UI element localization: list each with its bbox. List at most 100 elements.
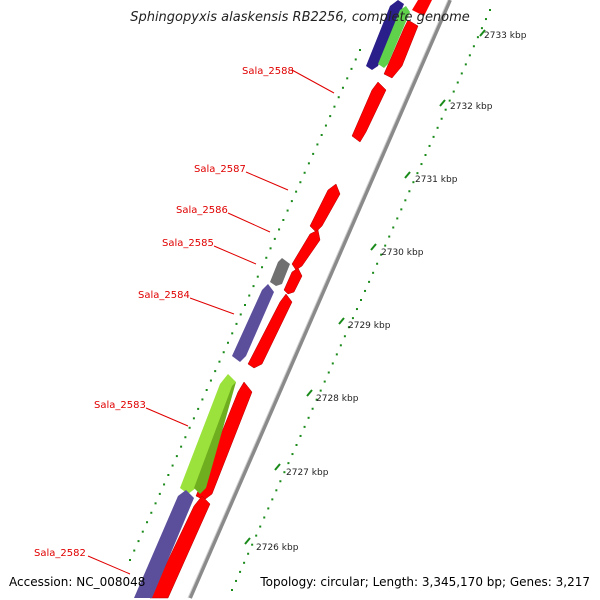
guide-dot xyxy=(256,275,259,278)
right-guide-dots xyxy=(231,9,491,591)
guide-dot xyxy=(464,63,467,66)
guide-dot xyxy=(351,317,354,320)
gene-reverse-purple-2[interactable] xyxy=(134,490,194,598)
guide-dot xyxy=(346,77,349,80)
gene-sala-2585[interactable] xyxy=(291,229,321,271)
guide-dot xyxy=(261,266,264,269)
kbp-scale: 2733 kbp 2732 kbp 2731 kbp 2730 kbp 2729… xyxy=(244,29,527,553)
gene-label[interactable]: Sala_2582 xyxy=(34,548,86,559)
gene-sala-2584[interactable] xyxy=(283,267,303,295)
guide-dot xyxy=(440,117,443,120)
guide-dot xyxy=(141,530,144,533)
topology-text: Topology: circular; Length: 3,345,170 bp… xyxy=(260,575,590,589)
guide-dot xyxy=(263,516,266,519)
guide-dot xyxy=(472,45,475,48)
guide-dot xyxy=(184,436,187,439)
guide-dot xyxy=(303,425,306,428)
guide-dot xyxy=(279,480,282,483)
guide-dot xyxy=(247,552,250,555)
guide-dot xyxy=(420,163,423,166)
gene-label[interactable]: Sala_2584 xyxy=(138,290,190,301)
kbp-tick-label: 2728 kbp xyxy=(316,394,359,404)
guide-dot xyxy=(376,262,379,265)
guide-dot xyxy=(129,559,131,561)
guide-dot xyxy=(372,271,375,274)
guide-dot xyxy=(337,96,340,99)
gene-label[interactable]: Sala_2583 xyxy=(94,400,146,411)
gene-sala-2584b[interactable] xyxy=(247,293,293,369)
gene-label[interactable]: Sala_2586 xyxy=(176,205,228,216)
guide-dot xyxy=(283,471,286,474)
gene-reverse-lime[interactable] xyxy=(180,374,236,494)
guide-dot xyxy=(388,235,391,238)
guide-dot xyxy=(354,58,357,61)
guide-dot xyxy=(248,294,251,297)
gene-top-green[interactable] xyxy=(378,6,410,68)
guide-dot xyxy=(319,389,322,392)
guide-dot xyxy=(384,244,387,247)
kbp-tick-label: 2731 kbp xyxy=(415,175,458,185)
gene-top-red[interactable] xyxy=(412,0,432,16)
guide-dot xyxy=(171,464,174,467)
guide-dot xyxy=(323,380,326,383)
guide-dot xyxy=(299,434,302,437)
guide-dot xyxy=(287,462,290,465)
gene-label[interactable]: Sala_2585 xyxy=(162,238,214,249)
guide-dot xyxy=(347,326,350,329)
kbp-tick-label: 2729 kbp xyxy=(348,321,391,331)
guide-dot xyxy=(408,190,411,193)
guide-dot xyxy=(188,426,191,429)
guide-dot xyxy=(484,18,487,21)
guide-dot xyxy=(327,371,330,374)
guide-dot xyxy=(295,444,298,446)
guide-dot xyxy=(460,72,463,75)
guide-dot xyxy=(307,416,310,419)
guide-dot xyxy=(315,398,318,401)
guide-dot xyxy=(205,389,208,391)
guide-dot xyxy=(146,521,149,524)
guide-dot xyxy=(324,124,327,127)
guide-dot xyxy=(307,162,310,165)
gene-label[interactable]: Sala_2588 xyxy=(242,66,294,77)
guide-dot xyxy=(424,154,427,156)
guide-dot xyxy=(235,579,238,582)
guide-dot xyxy=(339,344,342,347)
kbp-tick-label: 2732 kbp xyxy=(450,102,493,112)
guide-dot xyxy=(150,511,153,514)
gene-reverse-purple[interactable] xyxy=(232,284,274,362)
guide-dot xyxy=(428,144,431,147)
guide-dot xyxy=(282,219,285,221)
gene-sala-2588[interactable] xyxy=(383,19,419,79)
guide-dot xyxy=(311,407,314,410)
guide-dot xyxy=(343,335,346,338)
gene-sala-2582[interactable] xyxy=(149,495,211,599)
guide-dot xyxy=(163,483,166,486)
gene-sala-2586[interactable] xyxy=(309,183,341,233)
guide-dot xyxy=(335,353,338,356)
guide-dot xyxy=(333,105,336,108)
reverse-cds-track xyxy=(134,0,410,598)
guide-dot xyxy=(392,226,395,229)
guide-dot xyxy=(432,135,435,138)
guide-dot xyxy=(259,525,262,528)
guide-dot xyxy=(278,228,281,231)
guide-dot xyxy=(214,370,217,373)
guide-dot xyxy=(133,549,136,552)
guide-dot xyxy=(416,172,419,175)
guide-dot xyxy=(444,108,447,111)
guide-dot xyxy=(154,502,157,505)
gene-top-blue[interactable] xyxy=(366,0,404,70)
gene-sala-2587[interactable] xyxy=(351,81,387,143)
gene-rna-grey[interactable] xyxy=(270,258,290,286)
guide-dot xyxy=(368,280,371,283)
guide-dot xyxy=(331,362,334,365)
guide-dot xyxy=(350,67,353,70)
guide-dot xyxy=(158,492,161,495)
guide-dot xyxy=(239,570,242,573)
backbone-highlight xyxy=(187,0,449,599)
guide-dot xyxy=(295,190,298,193)
guide-dot xyxy=(267,507,270,510)
guide-dot xyxy=(180,445,183,448)
gene-label[interactable]: Sala_2587 xyxy=(194,164,246,175)
